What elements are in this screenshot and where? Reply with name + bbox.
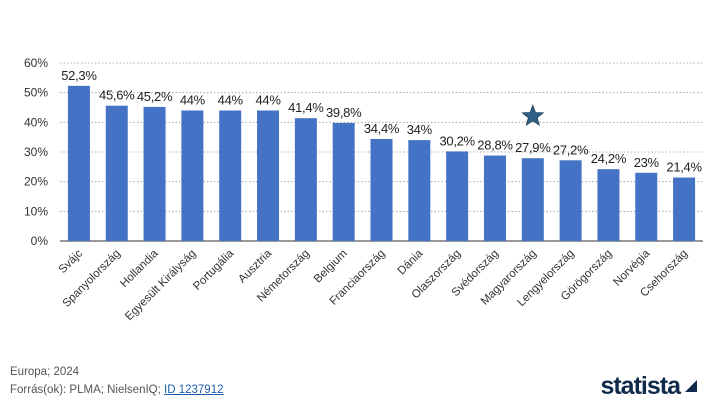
y-tick-label: 30% bbox=[24, 145, 48, 159]
bar[interactable] bbox=[105, 105, 128, 241]
category-label: Belgium bbox=[312, 248, 350, 286]
bar[interactable] bbox=[219, 110, 242, 241]
data-label: 27,9% bbox=[515, 140, 551, 155]
data-labels: 52,3%45,6% 45,2% 44% 44% 44% 41,4% 39,8%34,4% 3… bbox=[61, 68, 703, 175]
brand-name: statista bbox=[600, 371, 681, 400]
data-label: 41,4% bbox=[288, 100, 324, 115]
bar[interactable] bbox=[67, 85, 90, 242]
data-label: 23% bbox=[634, 155, 660, 170]
footer-source: Forrás(ok): PLMA; NielsenIQ; ID 1237912 bbox=[10, 384, 223, 396]
category-label: Svájc bbox=[57, 247, 86, 276]
category-label: Portugália bbox=[191, 247, 237, 293]
bar[interactable] bbox=[294, 118, 317, 241]
data-label: 30,2% bbox=[439, 133, 475, 148]
data-label: 45,6% bbox=[99, 88, 135, 103]
bar[interactable] bbox=[521, 158, 544, 241]
y-axis-ticks: 0% 10% 20% 30% 40% 50% 60% bbox=[24, 56, 48, 248]
bar[interactable] bbox=[635, 172, 658, 241]
category-label: Egyesült Királyság bbox=[123, 248, 198, 323]
statistic-id-link[interactable]: ID 1237912 bbox=[164, 384, 224, 396]
bar[interactable] bbox=[597, 169, 620, 241]
star-icon bbox=[521, 104, 545, 127]
highlight-marker bbox=[521, 104, 545, 127]
source-text: Forrás(ok): PLMA; NielsenIQ; bbox=[10, 384, 165, 396]
bars bbox=[67, 85, 696, 242]
data-label: 34% bbox=[407, 122, 433, 137]
bar[interactable] bbox=[446, 151, 469, 241]
bar[interactable] bbox=[673, 177, 696, 241]
data-label: 28,8% bbox=[477, 138, 513, 153]
y-tick-label: 20% bbox=[24, 175, 48, 189]
y-tick-label: 40% bbox=[24, 115, 48, 129]
data-label: 45,2% bbox=[137, 89, 173, 104]
data-label: 24,2% bbox=[591, 151, 627, 166]
y-tick-label: 10% bbox=[24, 204, 48, 218]
bar-chart: 0% 10% 20% 30% 40% 50% 60% 52,3%45,6% 45,2% 44% 4… bbox=[24, 56, 703, 323]
y-tick-label: 0% bbox=[31, 234, 49, 248]
data-label: 21,4% bbox=[666, 160, 702, 175]
y-tick-label: 50% bbox=[24, 86, 48, 100]
data-label: 52,3% bbox=[61, 68, 97, 83]
statista-logo[interactable]: statista bbox=[600, 370, 699, 402]
bar[interactable] bbox=[257, 110, 280, 241]
data-label: 34,4% bbox=[364, 121, 400, 136]
data-label: 44% bbox=[218, 92, 244, 107]
data-label: 39,8% bbox=[326, 105, 362, 120]
category-label: Ausztria bbox=[236, 247, 274, 285]
data-label: 44% bbox=[180, 92, 206, 107]
bar[interactable] bbox=[370, 138, 393, 241]
logo-mark-icon bbox=[685, 380, 697, 392]
footer-region: Europa; 2024 bbox=[10, 366, 80, 378]
bar[interactable] bbox=[559, 160, 582, 241]
bar[interactable] bbox=[332, 122, 355, 241]
y-tick-label: 60% bbox=[24, 56, 48, 70]
category-label: Dánia bbox=[396, 247, 426, 277]
bar[interactable] bbox=[483, 155, 506, 241]
data-label: 44% bbox=[255, 92, 281, 107]
bar[interactable] bbox=[408, 140, 431, 241]
data-label: 27,2% bbox=[553, 142, 589, 157]
bar[interactable] bbox=[143, 106, 166, 241]
bar[interactable] bbox=[181, 110, 204, 241]
